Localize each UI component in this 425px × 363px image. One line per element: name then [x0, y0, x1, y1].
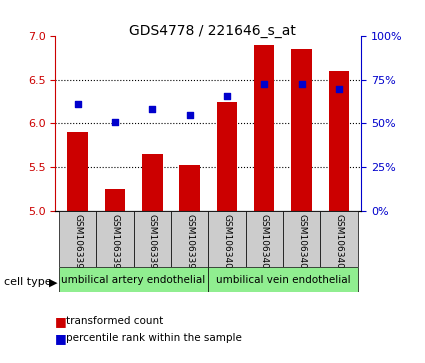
Bar — [59, 267, 208, 292]
Text: GDS4778 / 221646_s_at: GDS4778 / 221646_s_at — [129, 24, 296, 38]
Bar — [68, 132, 88, 211]
Bar — [254, 45, 275, 211]
Bar — [217, 102, 237, 211]
Text: GSM1063396: GSM1063396 — [73, 215, 82, 275]
Text: transformed count: transformed count — [66, 316, 163, 326]
Point — [335, 86, 342, 91]
Point — [298, 81, 305, 87]
Text: GSM1063407: GSM1063407 — [297, 215, 306, 275]
Point — [261, 81, 268, 87]
Bar — [283, 211, 320, 267]
Point — [149, 106, 156, 111]
Text: GSM1063406: GSM1063406 — [260, 215, 269, 275]
Bar — [208, 267, 357, 292]
Bar — [96, 211, 133, 267]
Bar — [171, 211, 208, 267]
Text: GSM1063399: GSM1063399 — [185, 215, 194, 275]
Bar — [329, 71, 349, 211]
Point — [74, 101, 81, 107]
Bar — [59, 211, 96, 267]
Bar — [208, 211, 246, 267]
Bar — [142, 154, 162, 211]
Text: GSM1063405: GSM1063405 — [222, 215, 231, 275]
Text: umbilical artery endothelial: umbilical artery endothelial — [62, 274, 206, 285]
Text: umbilical vein endothelial: umbilical vein endothelial — [215, 274, 350, 285]
Text: ■: ■ — [55, 315, 67, 328]
Text: GSM1063397: GSM1063397 — [110, 215, 119, 275]
Text: ▶: ▶ — [49, 277, 57, 287]
Text: GSM1063408: GSM1063408 — [334, 215, 343, 275]
Bar — [179, 165, 200, 211]
Bar — [291, 49, 312, 211]
Text: GSM1063398: GSM1063398 — [148, 215, 157, 275]
Bar — [320, 211, 357, 267]
Bar — [133, 211, 171, 267]
Text: cell type: cell type — [4, 277, 52, 287]
Point — [224, 93, 230, 98]
Point — [111, 119, 118, 125]
Bar — [246, 211, 283, 267]
Text: percentile rank within the sample: percentile rank within the sample — [66, 333, 242, 343]
Text: ■: ■ — [55, 332, 67, 345]
Bar — [105, 189, 125, 211]
Point — [186, 112, 193, 118]
